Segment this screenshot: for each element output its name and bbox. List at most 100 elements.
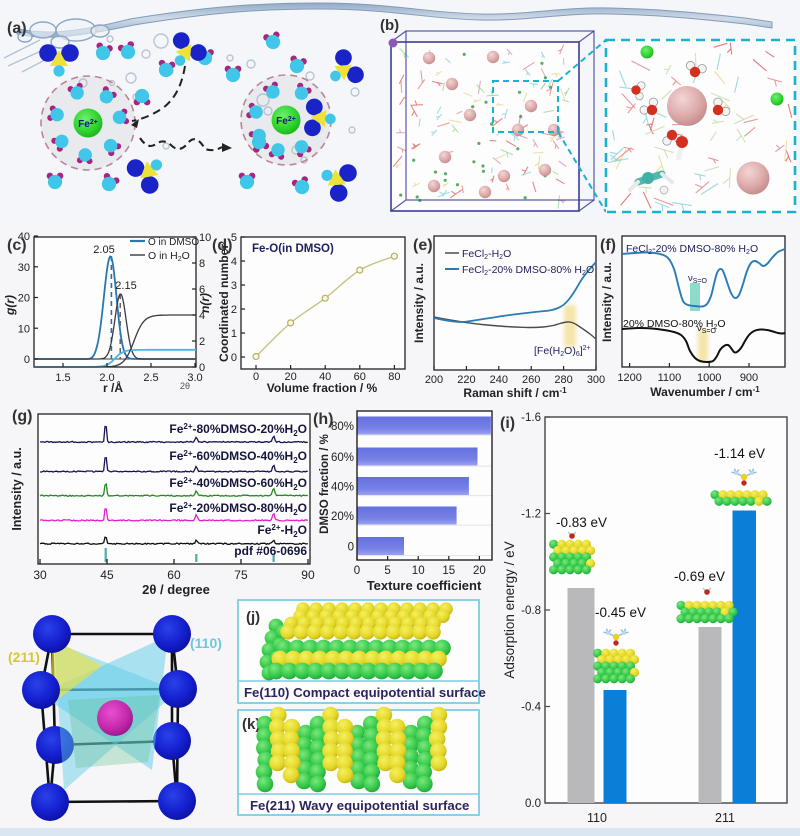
svg-text:Fe(110) Compact equipotential: Fe(110) Compact equipotential surface — [244, 685, 486, 700]
svg-text:30: 30 — [33, 568, 47, 582]
svg-text:1.5: 1.5 — [55, 372, 70, 384]
svg-text:1000: 1000 — [697, 372, 721, 384]
svg-text:O in DMSO: O in DMSO — [148, 237, 199, 248]
svg-text:3.0: 3.0 — [187, 372, 202, 384]
svg-text:Fe2+-20%DMSO-80%H2O: Fe2+-20%DMSO-80%H2O — [169, 501, 307, 517]
svg-text:200: 200 — [425, 374, 443, 386]
svg-text:Adsorption energy / eV: Adsorption energy / eV — [502, 541, 517, 678]
svg-text:Intensity / a.u.: Intensity / a.u. — [10, 447, 24, 530]
svg-text:900: 900 — [740, 372, 758, 384]
svg-text:80: 80 — [388, 371, 400, 383]
svg-text:20: 20 — [284, 371, 296, 383]
svg-text:(110): (110) — [190, 635, 222, 651]
svg-text:0: 0 — [231, 352, 237, 364]
svg-text:2.5: 2.5 — [143, 372, 158, 384]
svg-text:10: 10 — [18, 323, 30, 335]
svg-text:1200: 1200 — [617, 372, 641, 384]
svg-text:(g): (g) — [12, 408, 32, 425]
svg-text:FeCl2-20% DMSO-80% H2O: FeCl2-20% DMSO-80% H2O — [626, 243, 758, 256]
svg-text:2: 2 — [231, 304, 237, 316]
svg-text:Coordinated number: Coordinated number — [217, 244, 231, 362]
svg-text:O in H2O: O in H2O — [148, 250, 190, 263]
svg-text:pdf #06-0696: pdf #06-0696 — [234, 544, 307, 558]
svg-text:5: 5 — [384, 565, 390, 577]
svg-text:0: 0 — [199, 362, 205, 374]
svg-text:90: 90 — [301, 568, 315, 582]
svg-text:20% DMSO-80% H2O: 20% DMSO-80% H2O — [623, 318, 726, 331]
svg-text:20%: 20% — [331, 511, 354, 523]
svg-text:5: 5 — [231, 232, 237, 244]
svg-text:FeCl2-H2O: FeCl2-H2O — [462, 248, 511, 261]
svg-text:2θ / degree: 2θ / degree — [142, 582, 210, 597]
svg-text:8: 8 — [199, 258, 205, 270]
svg-text:4: 4 — [231, 256, 237, 268]
svg-text:Fe2+-80%DMSO-20%H2O: Fe2+-80%DMSO-20%H2O — [169, 422, 307, 438]
svg-text:220: 220 — [457, 374, 475, 386]
svg-text:40: 40 — [319, 371, 331, 383]
svg-text:280: 280 — [554, 374, 572, 386]
svg-text:40%: 40% — [331, 482, 354, 494]
svg-text:10: 10 — [199, 232, 211, 244]
svg-text:Wavenumber / cm-1: Wavenumber / cm-1 — [650, 385, 760, 399]
svg-text:260: 260 — [522, 374, 540, 386]
svg-text:2.05: 2.05 — [93, 244, 114, 256]
svg-text:(211): (211) — [8, 649, 40, 665]
svg-text:110: 110 — [587, 811, 607, 825]
svg-text:4: 4 — [199, 310, 205, 322]
svg-text:-1.6: -1.6 — [521, 412, 541, 424]
svg-text:1100: 1100 — [658, 372, 682, 384]
svg-text:DMSO fraction / %: DMSO fraction / % — [319, 434, 331, 534]
svg-text:40: 40 — [18, 231, 30, 243]
svg-text:211: 211 — [715, 811, 735, 825]
svg-text:75: 75 — [234, 568, 248, 582]
svg-text:300: 300 — [587, 374, 605, 386]
svg-text:-0.83 eV: -0.83 eV — [556, 515, 607, 530]
svg-text:2.0: 2.0 — [99, 372, 114, 384]
svg-text:2: 2 — [199, 336, 205, 348]
svg-text:(i): (i) — [500, 415, 515, 432]
svg-text:(c): (c) — [7, 237, 27, 254]
svg-text:(e): (e) — [413, 237, 433, 254]
svg-text:30: 30 — [18, 262, 30, 274]
svg-text:0: 0 — [24, 354, 30, 366]
svg-text:60: 60 — [167, 568, 181, 582]
svg-text:n(r): n(r) — [198, 293, 212, 313]
svg-text:(k): (k) — [242, 716, 260, 733]
svg-text:Fe2+-60%DMSO-40%H2O: Fe2+-60%DMSO-40%H2O — [169, 449, 307, 465]
svg-text:(f): (f) — [600, 237, 616, 254]
svg-text:2.15: 2.15 — [115, 280, 136, 292]
svg-text:-1.2: -1.2 — [521, 509, 541, 521]
svg-text:-0.4: -0.4 — [521, 702, 541, 714]
svg-text:6: 6 — [199, 284, 205, 296]
svg-text:FeCl2-20% DMSO-80% H2O: FeCl2-20% DMSO-80% H2O — [462, 264, 594, 277]
svg-text:20: 20 — [18, 293, 30, 305]
svg-text:-0.69 eV: -0.69 eV — [674, 569, 725, 584]
svg-text:80%: 80% — [331, 421, 354, 433]
svg-text:(j): (j) — [246, 609, 260, 626]
svg-text:-0.45 eV: -0.45 eV — [595, 605, 646, 620]
svg-text:2θ: 2θ — [180, 381, 190, 391]
svg-text:Fe-O(in DMSO): Fe-O(in DMSO) — [252, 243, 334, 255]
svg-text:45: 45 — [100, 568, 114, 582]
svg-text:3: 3 — [231, 280, 237, 292]
svg-text:0: 0 — [354, 565, 360, 577]
svg-text:r /Å: r /Å — [103, 380, 123, 395]
svg-text:0.0: 0.0 — [525, 798, 541, 810]
svg-text:(a): (a) — [7, 20, 27, 37]
svg-text:Texture coefficient: Texture coefficient — [367, 578, 482, 593]
svg-text:1: 1 — [231, 328, 237, 340]
svg-text:Fe2+-H2O: Fe2+-H2O — [257, 523, 307, 539]
svg-text:10: 10 — [412, 565, 425, 577]
svg-text:Fe2+: Fe2+ — [78, 119, 98, 130]
svg-text:240: 240 — [490, 374, 508, 386]
svg-text:(b): (b) — [380, 17, 399, 34]
svg-text:-0.8: -0.8 — [521, 605, 541, 617]
svg-text:Fe2+: Fe2+ — [276, 116, 296, 127]
svg-text:0: 0 — [253, 371, 259, 383]
svg-text:0: 0 — [348, 542, 354, 554]
svg-text:Fe2+-40%DMSO-60%H2O: Fe2+-40%DMSO-60%H2O — [169, 476, 307, 492]
svg-text:60%: 60% — [331, 452, 354, 464]
svg-text:(d): (d) — [212, 237, 232, 254]
svg-text:Intensity / a.u.: Intensity / a.u. — [600, 262, 614, 342]
svg-text:Intensity / a.u.: Intensity / a.u. — [412, 263, 426, 343]
